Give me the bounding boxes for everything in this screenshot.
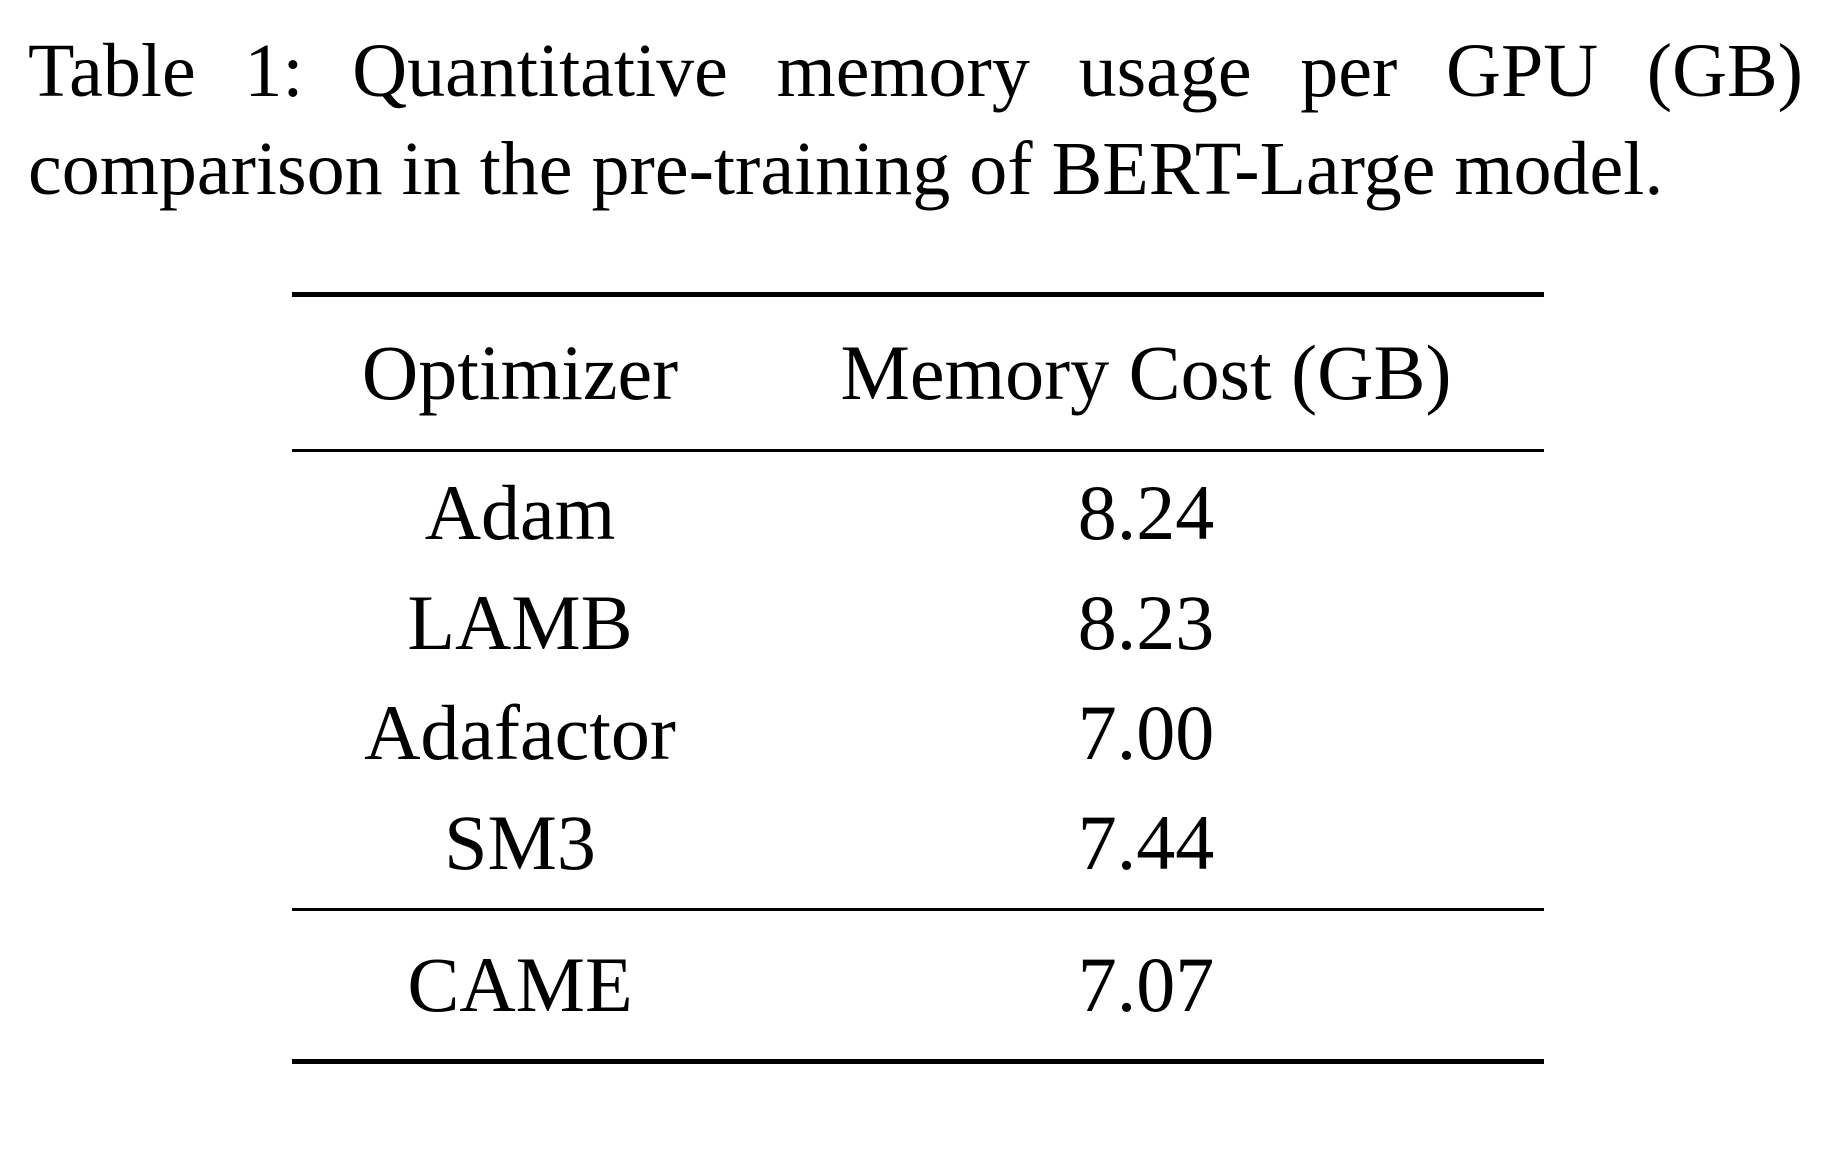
cell-optimizer-came: CAME bbox=[407, 941, 633, 1028]
cell-optimizer: LAMB bbox=[407, 579, 633, 666]
cell-optimizer: Adam bbox=[424, 469, 616, 556]
memory-table-body: Adam 8.24 LAMB 8.23 Adafactor 7.00 SM3 7… bbox=[292, 452, 1544, 898]
cell-memory: 8.23 bbox=[1077, 579, 1215, 666]
table-caption: Table 1: Quantitative memory usage per G… bbox=[28, 22, 1803, 218]
header-optimizer: Optimizer bbox=[361, 329, 679, 416]
table-row: Adam 8.24 bbox=[292, 452, 1544, 568]
caption-line-2: comparison in the pre-training of BERT-L… bbox=[28, 127, 1664, 211]
table-row: SM3 7.44 bbox=[292, 788, 1544, 898]
cell-optimizer: Adafactor bbox=[364, 689, 676, 776]
table-row-came: CAME 7.07 bbox=[292, 911, 1544, 1059]
table-top-rule bbox=[292, 292, 1544, 297]
memory-table-came: CAME 7.07 bbox=[292, 911, 1544, 1059]
cell-memory-came: 7.07 bbox=[1077, 941, 1215, 1028]
caption-line-1: Table 1: Quantitative memory usage per G… bbox=[28, 29, 1803, 113]
cell-memory: 7.44 bbox=[1077, 799, 1215, 886]
cell-memory: 7.00 bbox=[1077, 689, 1215, 776]
memory-cost-table: Optimizer Memory Cost (GB) bbox=[292, 297, 1544, 449]
table-separator-rule bbox=[292, 908, 1544, 911]
table-row: LAMB 8.23 bbox=[292, 568, 1544, 678]
header-memory-cost: Memory Cost (GB) bbox=[840, 329, 1452, 416]
cell-optimizer: SM3 bbox=[444, 799, 596, 886]
cell-memory: 8.24 bbox=[1077, 469, 1215, 556]
table-header-row: Optimizer Memory Cost (GB) bbox=[292, 297, 1544, 449]
table-header-rule bbox=[292, 449, 1544, 452]
table-row: Adafactor 7.00 bbox=[292, 678, 1544, 788]
memory-table: Optimizer Memory Cost (GB) Adam 8.24 LAM… bbox=[292, 292, 1544, 1064]
table-bottom-rule bbox=[292, 1059, 1544, 1064]
